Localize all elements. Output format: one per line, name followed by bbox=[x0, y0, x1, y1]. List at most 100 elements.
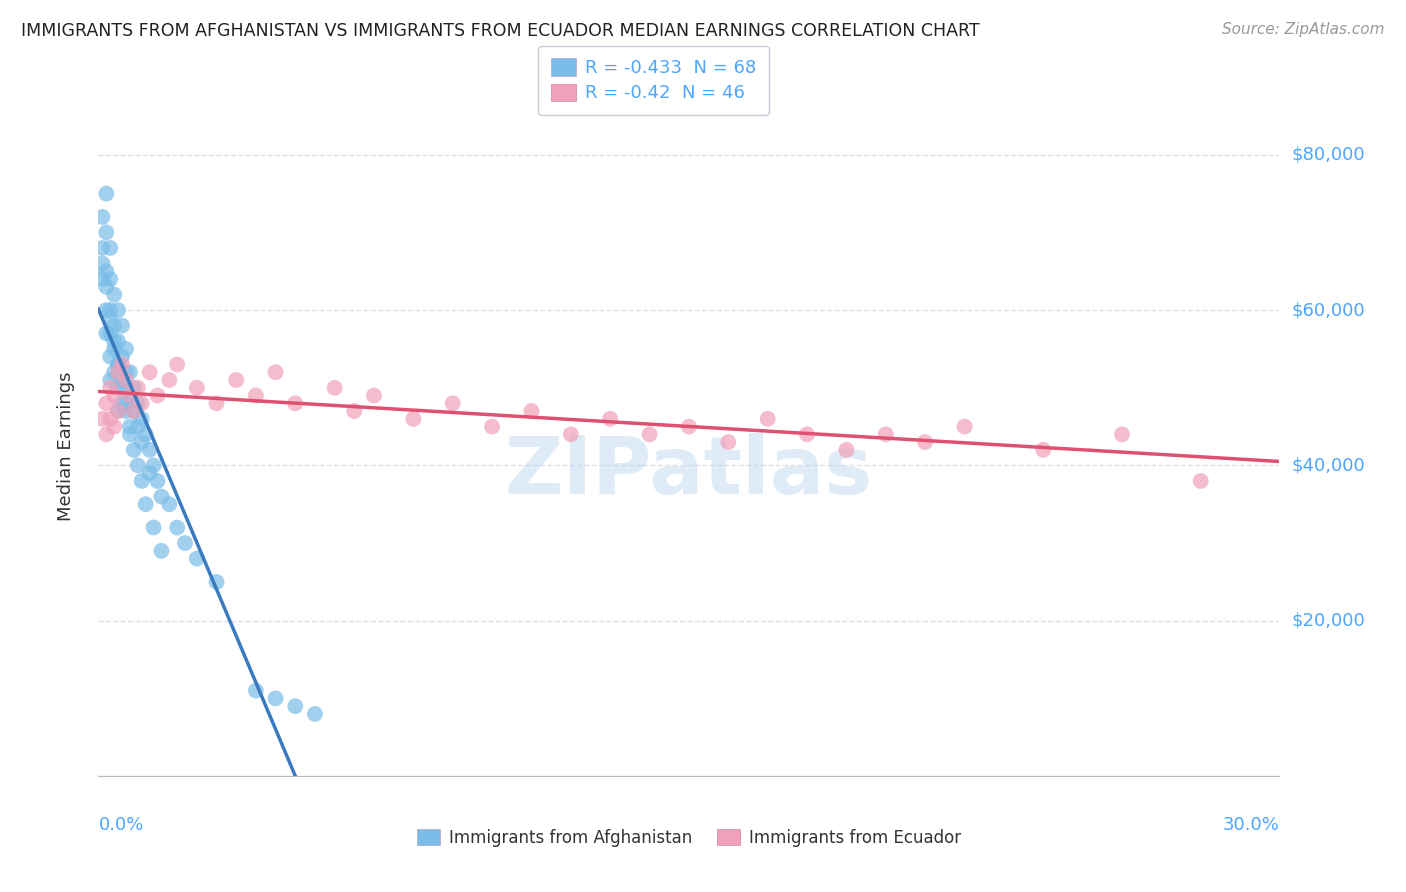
Point bbox=[264, 365, 287, 379]
Point bbox=[174, 536, 197, 550]
Point bbox=[98, 373, 121, 387]
Point bbox=[284, 396, 307, 410]
Point bbox=[96, 186, 118, 201]
Point bbox=[118, 388, 141, 402]
Point bbox=[107, 404, 129, 418]
Point bbox=[402, 412, 425, 426]
Text: 0.0%: 0.0% bbox=[98, 815, 143, 834]
Point bbox=[115, 342, 138, 356]
Point bbox=[638, 427, 661, 442]
Point bbox=[157, 497, 180, 511]
Y-axis label: Median Earnings: Median Earnings bbox=[56, 371, 75, 521]
Point bbox=[98, 310, 121, 325]
Point bbox=[107, 358, 129, 372]
Point bbox=[111, 358, 134, 372]
Point bbox=[107, 365, 129, 379]
Point bbox=[118, 427, 141, 442]
Point bbox=[122, 404, 145, 418]
Point bbox=[1032, 442, 1054, 457]
Point bbox=[115, 396, 138, 410]
Point bbox=[796, 427, 818, 442]
Point bbox=[138, 466, 160, 480]
Point bbox=[111, 396, 134, 410]
Point bbox=[142, 458, 165, 473]
Point bbox=[98, 412, 121, 426]
Point bbox=[118, 419, 141, 434]
Point bbox=[96, 226, 118, 240]
Point bbox=[131, 474, 153, 488]
Point bbox=[98, 326, 121, 341]
Point bbox=[560, 427, 582, 442]
Point bbox=[127, 381, 149, 395]
Point bbox=[98, 303, 121, 318]
Point bbox=[107, 404, 129, 418]
Point bbox=[142, 520, 165, 534]
Point bbox=[111, 318, 134, 333]
Point bbox=[115, 365, 138, 379]
Text: $20,000: $20,000 bbox=[1291, 612, 1365, 630]
Point bbox=[91, 256, 114, 270]
Point bbox=[103, 365, 125, 379]
Point bbox=[166, 520, 188, 534]
Point bbox=[166, 358, 188, 372]
Point bbox=[118, 365, 141, 379]
Point bbox=[186, 381, 208, 395]
Point bbox=[98, 381, 121, 395]
Point bbox=[91, 241, 114, 255]
Point bbox=[135, 497, 157, 511]
Point bbox=[150, 544, 173, 558]
Point bbox=[103, 334, 125, 348]
Point bbox=[225, 373, 247, 387]
Point bbox=[103, 318, 125, 333]
Point bbox=[441, 396, 464, 410]
Point bbox=[953, 419, 976, 434]
Point bbox=[135, 427, 157, 442]
Point bbox=[150, 490, 173, 504]
Point bbox=[111, 350, 134, 364]
Point bbox=[98, 272, 121, 286]
Point bbox=[520, 404, 543, 418]
Point bbox=[146, 474, 169, 488]
Point bbox=[157, 373, 180, 387]
Point bbox=[122, 381, 145, 395]
Point bbox=[107, 358, 129, 372]
Text: 30.0%: 30.0% bbox=[1223, 815, 1279, 834]
Text: $60,000: $60,000 bbox=[1291, 301, 1365, 319]
Point bbox=[131, 435, 153, 450]
Point bbox=[103, 287, 125, 301]
Point bbox=[122, 404, 145, 418]
Point bbox=[1189, 474, 1212, 488]
Text: $40,000: $40,000 bbox=[1291, 457, 1365, 475]
Point bbox=[131, 396, 153, 410]
Point bbox=[96, 326, 118, 341]
Point bbox=[875, 427, 897, 442]
Point bbox=[91, 210, 114, 224]
Point bbox=[107, 334, 129, 348]
Point bbox=[363, 388, 385, 402]
Point bbox=[103, 419, 125, 434]
Point bbox=[1111, 427, 1133, 442]
Point bbox=[343, 404, 366, 418]
Point bbox=[98, 350, 121, 364]
Point bbox=[96, 280, 118, 294]
Point bbox=[98, 241, 121, 255]
Point bbox=[481, 419, 503, 434]
Point bbox=[284, 699, 307, 714]
Point bbox=[103, 388, 125, 402]
Point bbox=[914, 435, 936, 450]
Point bbox=[91, 412, 114, 426]
Point bbox=[205, 396, 228, 410]
Point bbox=[304, 706, 326, 721]
Point bbox=[323, 381, 346, 395]
Point bbox=[96, 427, 118, 442]
Point bbox=[835, 442, 858, 457]
Point bbox=[678, 419, 700, 434]
Point bbox=[186, 551, 208, 566]
Point bbox=[103, 342, 125, 356]
Point bbox=[122, 442, 145, 457]
Point bbox=[264, 691, 287, 706]
Point bbox=[107, 381, 129, 395]
Text: $80,000: $80,000 bbox=[1291, 145, 1365, 164]
Point bbox=[118, 388, 141, 402]
Point bbox=[138, 442, 160, 457]
